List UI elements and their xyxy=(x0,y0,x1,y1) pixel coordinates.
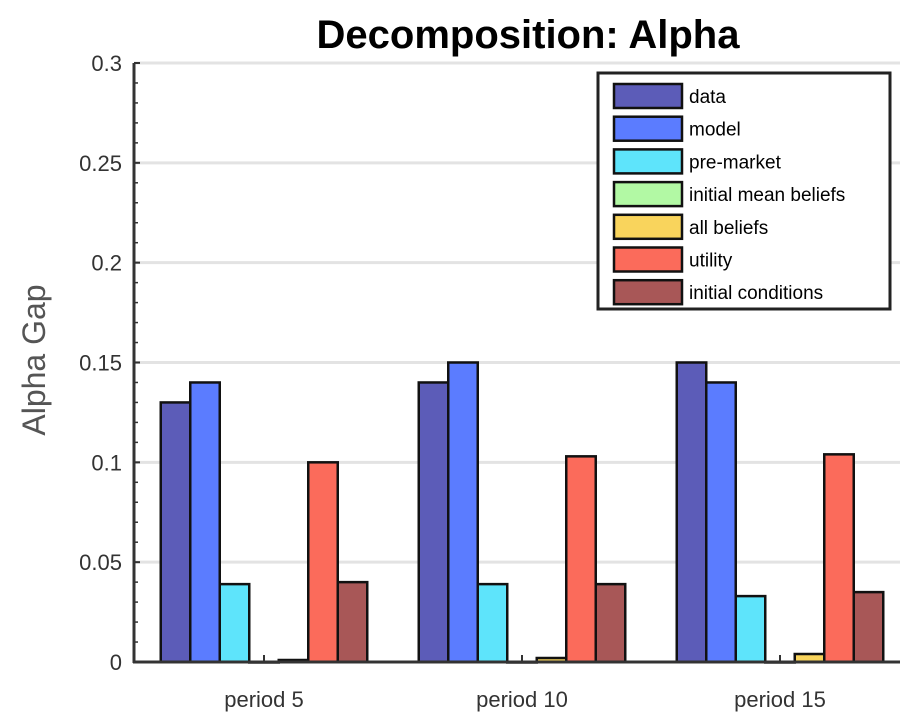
x-tick-label: period 10 xyxy=(476,687,568,712)
grid-lines xyxy=(134,61,900,564)
x-tick-label: period 15 xyxy=(734,687,826,712)
bar-model xyxy=(447,361,479,664)
bars-group xyxy=(159,361,885,664)
bar-pre-market xyxy=(218,582,251,664)
legend-label: data xyxy=(689,87,726,108)
y-tick-label: 0 xyxy=(110,650,122,675)
bar-model xyxy=(189,381,221,664)
y-tick-label: 0.25 xyxy=(79,151,122,176)
bar-model xyxy=(705,381,737,664)
legend-swatch xyxy=(612,115,684,142)
bar-initial-conditions xyxy=(852,590,885,664)
bar-utility xyxy=(565,455,597,664)
legend-label: utility xyxy=(689,251,733,272)
axes xyxy=(132,62,900,664)
y-tick-label: 0.3 xyxy=(91,51,122,76)
y-tick-label: 0.2 xyxy=(91,251,122,276)
x-tick-label: period 5 xyxy=(224,687,304,712)
legend-swatch xyxy=(612,278,684,306)
bar-pre-market xyxy=(734,594,767,664)
bar-utility xyxy=(823,453,855,664)
legend-label: initial mean beliefs xyxy=(689,185,845,206)
y-tick-label: 0.1 xyxy=(91,450,122,475)
legend-swatch xyxy=(612,213,684,241)
y-tick-labels: 0 0.05 0.1 0.15 0.2 0.25 0.3 xyxy=(79,51,122,675)
y-tick-label: 0.15 xyxy=(79,351,122,376)
bar-data xyxy=(159,401,192,664)
legend-label: pre-market xyxy=(689,152,782,173)
legend-swatch xyxy=(612,82,684,110)
legend-label: initial conditions xyxy=(689,283,823,304)
legend-swatch xyxy=(612,180,684,208)
bar-initial-conditions xyxy=(594,582,627,664)
bar-pre-market xyxy=(476,582,509,664)
legend-swatch xyxy=(612,246,684,273)
x-tick-labels: period 5 period 10 period 15 xyxy=(224,687,826,712)
y-axis-label: Alpha Gap xyxy=(16,284,52,435)
bar-data xyxy=(417,381,450,664)
chart-title: Decomposition: Alpha xyxy=(317,13,741,57)
legend-label: all beliefs xyxy=(689,218,768,239)
y-tick-label: 0.05 xyxy=(79,550,122,575)
legend: data model pre-market initial mean beliefs a… xyxy=(596,71,892,311)
legend-label: model xyxy=(689,120,741,141)
bar-initial-conditions xyxy=(336,580,369,664)
legend-swatch xyxy=(612,148,684,175)
bar-utility xyxy=(307,461,339,664)
bar-data xyxy=(675,361,708,664)
